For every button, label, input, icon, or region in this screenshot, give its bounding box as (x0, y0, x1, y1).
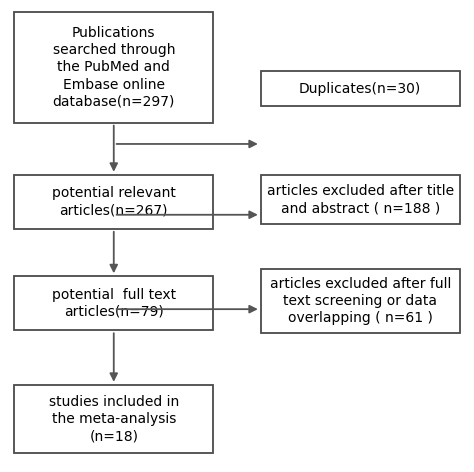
Text: Publications
searched through
the PubMed and
Embase online
database(n=297): Publications searched through the PubMed… (53, 25, 175, 109)
Bar (14, 12, 213, 123)
Text: potential relevant
articles(n=267): potential relevant articles(n=267) (52, 186, 176, 218)
Bar (261, 71, 460, 106)
Bar (261, 269, 460, 333)
Bar (14, 276, 213, 330)
Text: Duplicates(n=30): Duplicates(n=30) (299, 82, 421, 95)
Text: articles excluded after title
and abstract ( n=188 ): articles excluded after title and abstra… (267, 184, 454, 215)
Bar (14, 385, 213, 453)
Text: articles excluded after full
text screening or data
overlapping ( n=61 ): articles excluded after full text screen… (270, 277, 451, 325)
Text: potential  full text
articles(n=79): potential full text articles(n=79) (52, 287, 176, 319)
Bar (261, 175, 460, 224)
Text: studies included in
the meta-analysis
(n=18): studies included in the meta-analysis (n… (49, 395, 179, 443)
Bar (14, 175, 213, 229)
